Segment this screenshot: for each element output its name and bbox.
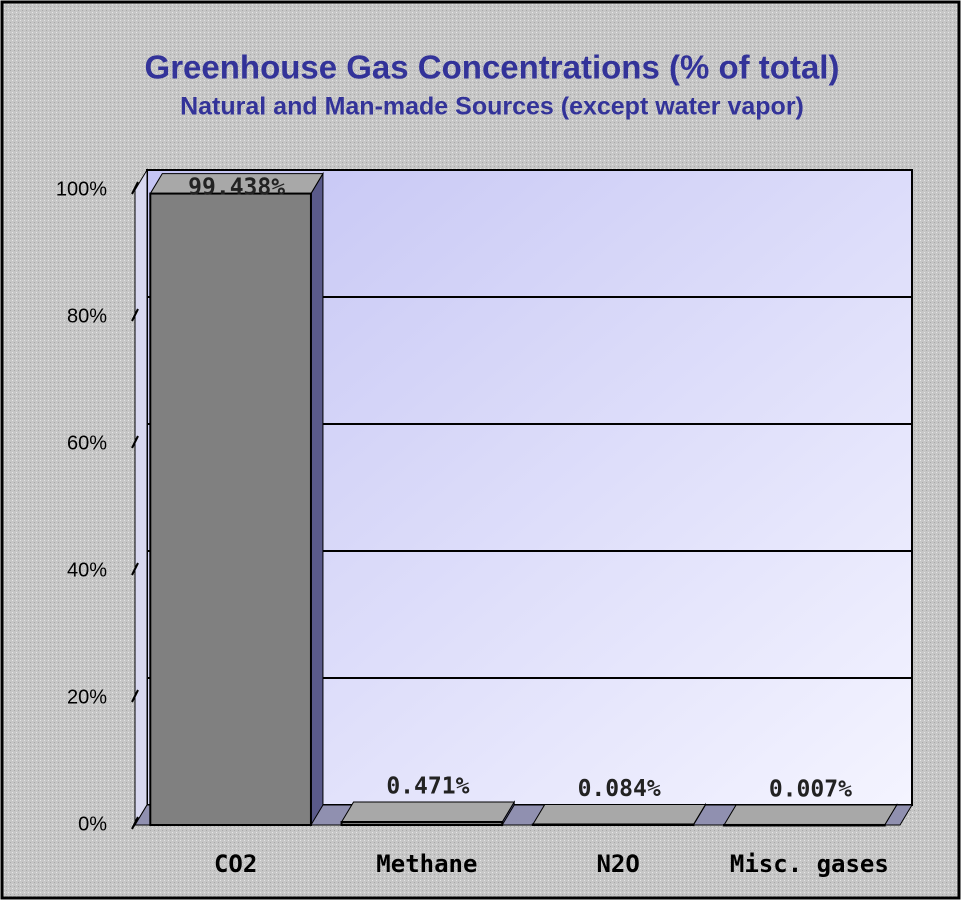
bar-side	[310, 171, 324, 827]
value-label: 99.438%	[188, 175, 285, 201]
left-wall	[134, 168, 148, 827]
x-tick-label: N2O	[596, 850, 639, 878]
y-tick-label: 60%	[67, 432, 107, 454]
bar-top	[723, 804, 898, 826]
bar	[531, 823, 695, 827]
y-tick-label: 20%	[67, 686, 107, 708]
y-tick-label: 100%	[56, 178, 107, 200]
value-label: 0.084%	[578, 776, 661, 802]
value-label: 0.007%	[769, 776, 852, 802]
bar-top	[531, 803, 707, 825]
tick-mark	[131, 689, 139, 703]
tick-mark	[131, 181, 139, 195]
tick-mark	[131, 308, 139, 322]
bar	[149, 192, 312, 826]
x-tick-label: CO2	[214, 850, 257, 878]
x-tick-label: Misc. gases	[730, 850, 889, 878]
tick-mark	[131, 562, 139, 576]
x-tick-label: Methane	[376, 850, 477, 878]
y-tick-label: 80%	[67, 305, 107, 327]
tick-mark	[131, 435, 139, 449]
chart-subtitle: Natural and Man-made Sources (except wat…	[180, 93, 804, 121]
y-tick-label: 40%	[67, 559, 107, 581]
bar	[340, 821, 504, 827]
chart-title: Greenhouse Gas Concentrations (% of tota…	[145, 49, 840, 86]
bar	[723, 823, 886, 827]
tick-mark	[131, 816, 139, 830]
value-label: 0.471%	[386, 774, 469, 800]
bar-top	[340, 801, 516, 823]
y-tick-label: 0%	[78, 813, 107, 835]
